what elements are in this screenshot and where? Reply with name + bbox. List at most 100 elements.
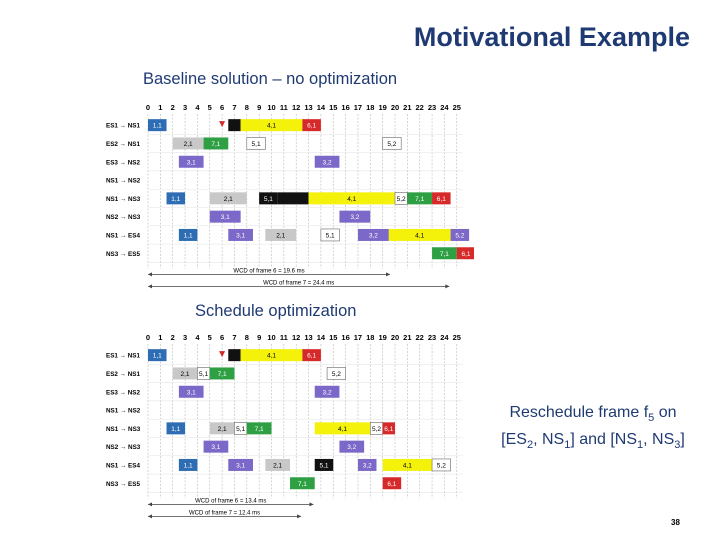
frame-bar xyxy=(240,119,303,132)
frame-bar-label: 1,1 xyxy=(171,196,180,203)
row-label: NS1 → ES4 xyxy=(106,232,140,239)
frame-bar-label: 5,1 xyxy=(319,462,328,469)
frame-bar xyxy=(209,367,235,380)
tick-label: 15 xyxy=(329,103,337,112)
page-number: 38 xyxy=(671,518,680,527)
frame-bar-label: 3,2 xyxy=(323,389,332,396)
tick-label: 20 xyxy=(391,103,399,112)
frame-bar-label: 5,1 xyxy=(326,232,335,239)
row-label: NS2 → NS3 xyxy=(106,214,141,221)
frame-bar xyxy=(172,367,198,380)
frame-bar-label: 1,1 xyxy=(171,426,180,433)
frame-bar xyxy=(277,192,309,205)
wcd-frame-7-arrow-left xyxy=(148,514,152,519)
frame-bar-label: 1,1 xyxy=(184,232,193,239)
wcd-frame-6-label: WCD of frame 6 = 13.4 ms xyxy=(195,498,266,504)
frame-bar xyxy=(228,458,253,471)
frame-bar-label: 5,2 xyxy=(332,371,341,378)
tick-label: 6 xyxy=(220,333,224,342)
frame-bar xyxy=(290,477,315,490)
row-label: ES1 → NS1 xyxy=(106,353,140,360)
tick-label: 4 xyxy=(195,333,200,342)
tick-label: 12 xyxy=(292,103,300,112)
frame-bar-label: 6,1 xyxy=(461,251,470,258)
tick-label: 8 xyxy=(245,333,249,342)
row-label: NS2 → NS3 xyxy=(106,444,141,451)
frame-bar-label: 3,1 xyxy=(211,444,220,451)
tick-label: 2 xyxy=(171,103,175,112)
tick-label: 1 xyxy=(158,103,162,112)
tick-label: 11 xyxy=(280,333,288,342)
frame-bar-label: 4,1 xyxy=(415,232,424,239)
slide-title: Motivational Example xyxy=(413,22,690,52)
frame-bar-label: 4,1 xyxy=(347,196,356,203)
wcd-frame-7-label: WCD of frame 7 = 12.4 ms xyxy=(189,510,260,516)
frame-bar xyxy=(339,440,365,453)
tick-label: 9 xyxy=(257,103,261,112)
frame-bar xyxy=(178,385,204,398)
frame-bar-label: 2,1 xyxy=(184,141,193,148)
frame-bar xyxy=(209,192,247,205)
frame-bar-label: 6,1 xyxy=(387,481,396,488)
frame-bar-label: 2,1 xyxy=(276,232,285,239)
tick-label: 0 xyxy=(146,103,150,112)
optimized-schedule-diagram: 0 1 2 3 4 5 6 7 8 9 10 11 12 13 14 15 16 17 18 19 20 21 22 23 24… xyxy=(104,330,474,525)
caption-optimized: Schedule optimization xyxy=(195,302,357,320)
row-label: NS1 → NS3 xyxy=(106,426,141,433)
wcd-frame-6-label: WCD of frame 6 = 19.6 ms xyxy=(233,268,304,274)
frame-bar-label: 4,1 xyxy=(267,353,276,360)
row-label: NS1 → NS2 xyxy=(106,178,141,185)
frame-bar xyxy=(314,155,340,168)
frame-bar-label: 4,1 xyxy=(338,426,347,433)
frame-bar xyxy=(228,349,241,362)
frame-bar xyxy=(259,192,278,205)
frame-bar-label: 5,2 xyxy=(437,462,446,469)
frame-bar-label: 3,1 xyxy=(221,214,230,221)
frame-bar-label: 3,1 xyxy=(187,389,196,396)
wcd-frame-6-arrow-left xyxy=(148,272,152,277)
frame-bar-label: 6,1 xyxy=(307,353,316,360)
tick-label: 18 xyxy=(366,103,374,112)
frame-bar xyxy=(314,385,340,398)
wcd-frame-7-arrow-right xyxy=(445,284,450,289)
frame-bar xyxy=(178,155,204,168)
tick-label: 7 xyxy=(232,333,236,342)
frame-bar-label: 5,2 xyxy=(397,196,406,203)
frame-bar-label: 7,1 xyxy=(298,481,307,488)
frame-bar-label: 7,1 xyxy=(415,196,424,203)
tick-label: 13 xyxy=(304,333,312,342)
frame-bar xyxy=(357,458,377,471)
frame-bar-label: 6,1 xyxy=(384,426,393,433)
frame-bar xyxy=(382,458,433,471)
tick-label: 15 xyxy=(329,333,337,342)
reschedule-note-line-2: [ES2, NS1] and [NS1, NS3] xyxy=(501,431,685,452)
frame-bar xyxy=(166,192,186,205)
tick-label: 16 xyxy=(341,103,349,112)
tick-label: 13 xyxy=(304,103,312,112)
tick-label: 22 xyxy=(416,103,424,112)
row-label: NS1 → NS2 xyxy=(106,408,141,415)
frame-bar-label: 5,2 xyxy=(455,232,464,239)
tick-label: 0 xyxy=(146,333,150,342)
tick-label: 23 xyxy=(428,103,436,112)
frame-bar xyxy=(228,228,253,241)
row-label: ES3 → NS2 xyxy=(106,159,140,166)
frame-bar-label: 7,1 xyxy=(440,251,449,258)
frame-bar-label: 7,1 xyxy=(255,426,264,433)
frame-bar-label: 7,1 xyxy=(218,371,227,378)
tick-label: 2 xyxy=(171,333,175,342)
frame-bar-label: 3,2 xyxy=(350,214,359,221)
row-label: NS1 → NS3 xyxy=(106,196,141,203)
frame-bar xyxy=(209,210,241,223)
frame-bar xyxy=(407,192,433,205)
tick-label: 14 xyxy=(317,103,326,112)
frame-bar-label: 5,1 xyxy=(252,141,261,148)
frame-bar-label: 4,1 xyxy=(403,462,412,469)
tick-label: 16 xyxy=(341,333,349,342)
release-marker xyxy=(219,351,226,358)
baseline-schedule-diagram: 0 1 2 3 4 5 6 7 8 9 10 11 12 13 14 15 16 17 18 19 20 21 22 23 24… xyxy=(104,100,476,305)
frame-bar xyxy=(246,137,266,150)
frame-bar xyxy=(209,422,235,435)
frame-bar-label: 2,1 xyxy=(224,196,233,203)
frame-bar xyxy=(178,228,198,241)
